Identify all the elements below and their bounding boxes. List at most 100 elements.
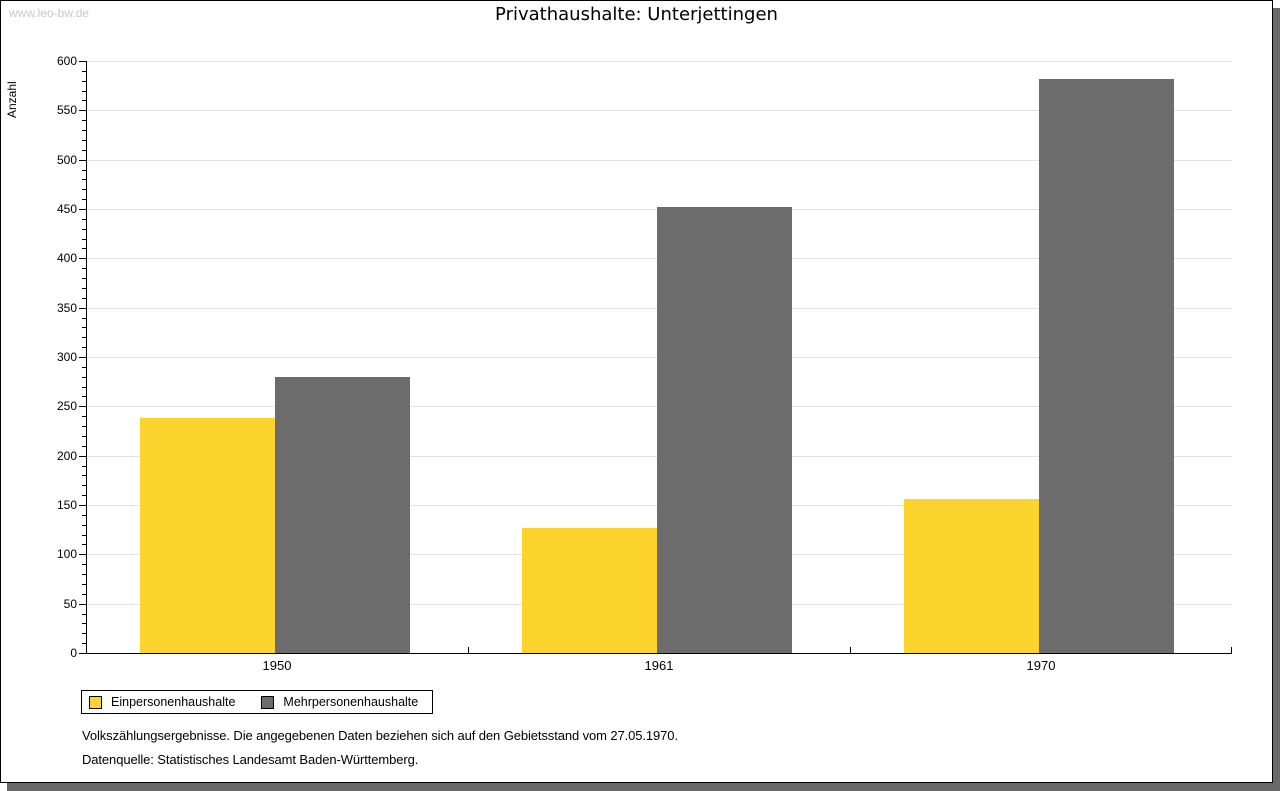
y-minor-tick (82, 583, 86, 585)
y-minor-tick (82, 574, 86, 576)
y-minor-tick (82, 317, 86, 319)
y-tick-500 (79, 159, 86, 161)
y-tick-label-450: 450 (56, 202, 77, 216)
y-minor-tick (82, 80, 86, 82)
y-minor-tick (82, 514, 86, 516)
y-tick-600 (79, 61, 86, 62)
bar-einpersonenhaushalte-1950 (140, 418, 275, 653)
legend: Einpersonenhaushalte Mehrpersonenhaushal… (81, 690, 434, 714)
watermark: www.leo-bw.de (9, 6, 90, 20)
footnote-source-note: Volkszählungsergebnisse. Die angegebenen… (82, 728, 678, 743)
y-tick-label-550: 550 (56, 103, 77, 118)
plot-area: 0 50 100 150 200 250 300 350 400 450 500 550 600 1950… (57, 54, 1232, 673)
y-minor-tick (82, 327, 86, 329)
legend-item-mehrpersonenhaushalte: Mehrpersonenhaushalte (261, 695, 418, 709)
y-minor-tick (82, 130, 86, 132)
y-tick-0 (79, 653, 86, 654)
y-minor-tick (82, 485, 86, 487)
y-tick-450 (79, 209, 86, 210)
x-tick-label-1970: 1970 (1026, 658, 1056, 673)
y-tick-label-0: 0 (70, 646, 77, 660)
bar-mehrpersonenhaushalte-1950 (275, 376, 410, 653)
y-tick-50 (79, 603, 86, 605)
y-minor-tick (82, 228, 86, 230)
y-minor-tick (82, 524, 86, 526)
y-minor-tick (82, 347, 86, 349)
y-minor-tick (82, 445, 86, 447)
y-minor-tick (82, 297, 86, 299)
y-minor-tick (82, 386, 86, 388)
bar-mehrpersonenhaushalte-1970 (1039, 78, 1174, 653)
y-minor-tick (82, 268, 86, 270)
y-minor-tick (82, 287, 86, 289)
bar-mehrpersonenhaushalte-1961 (657, 207, 792, 653)
y-minor-tick (82, 495, 86, 497)
y-tick-label-350: 350 (56, 300, 77, 315)
y-minor-tick (82, 189, 86, 191)
y-tick-label-150: 150 (56, 498, 77, 512)
x-axis-line (86, 653, 1232, 654)
y-minor-tick (82, 238, 86, 240)
y-tick-150 (79, 505, 86, 506)
legend-swatch-gray (261, 695, 275, 709)
y-minor-tick (82, 337, 86, 339)
y-tick-label-300: 300 (56, 350, 77, 364)
x-tick-label-1961: 1961 (644, 658, 674, 673)
y-tick-300 (79, 357, 86, 358)
y-tick-label-600: 600 (56, 54, 77, 68)
y-minor-tick (82, 169, 86, 171)
y-minor-tick (82, 139, 86, 141)
y-tick-label-250: 250 (56, 399, 77, 414)
y-minor-tick (82, 218, 86, 220)
y-minor-tick (82, 278, 86, 280)
y-tick-250 (79, 406, 86, 408)
y-minor-tick (82, 100, 86, 102)
legend-label: Mehrpersonenhaushalte (283, 695, 419, 709)
y-tick-label-100: 100 (56, 547, 77, 562)
y-minor-tick (82, 643, 86, 645)
y-tick-400 (79, 258, 86, 260)
y-minor-tick (82, 70, 86, 72)
y-tick-550 (79, 110, 86, 112)
y-minor-tick (82, 120, 86, 122)
y-tick-label-400: 400 (56, 251, 77, 266)
y-minor-tick (82, 564, 86, 566)
y-minor-tick (82, 179, 86, 181)
y-minor-tick (82, 435, 86, 437)
gridline-600 (87, 61, 1232, 62)
bar-einpersonenhaushalte-1970 (904, 499, 1039, 653)
y-tick-label-200: 200 (56, 448, 77, 463)
y-minor-tick (82, 623, 86, 625)
gridline-550 (87, 110, 1232, 112)
y-minor-tick (82, 396, 86, 398)
y-axis-line (86, 61, 87, 653)
y-minor-tick (82, 416, 86, 418)
x-boundary-tick (86, 647, 87, 653)
y-minor-tick (82, 534, 86, 536)
y-tick-200 (79, 455, 86, 457)
x-boundary-tick (468, 647, 469, 653)
y-minor-tick (82, 376, 86, 378)
y-minor-tick (82, 633, 86, 635)
y-tick-label-500: 500 (56, 152, 77, 167)
y-minor-tick (82, 149, 86, 151)
y-minor-tick (82, 199, 86, 201)
y-minor-tick (82, 465, 86, 467)
x-tick-label-1950: 1950 (262, 658, 292, 673)
y-minor-tick (82, 90, 86, 92)
legend-swatch-yellow (89, 695, 102, 709)
y-tick-350 (79, 307, 86, 309)
y-minor-tick (82, 426, 86, 428)
legend-item-einpersonenhaushalte: Einpersonenhaushalte (89, 695, 235, 709)
x-boundary-tick (850, 647, 851, 653)
y-minor-tick (82, 613, 86, 615)
y-tick-100 (79, 554, 86, 556)
legend-label: Einpersonenhaushalte (111, 695, 236, 709)
chart-title: Privathaushalte: Unterjettingen (495, 4, 778, 25)
y-minor-tick (82, 593, 86, 595)
bar-einpersonenhaushalte-1961 (522, 527, 657, 653)
x-boundary-tick (1231, 647, 1232, 653)
footnote-data-source: Datenquelle: Statistisches Landesamt Bad… (82, 752, 419, 767)
y-minor-tick (82, 366, 86, 368)
